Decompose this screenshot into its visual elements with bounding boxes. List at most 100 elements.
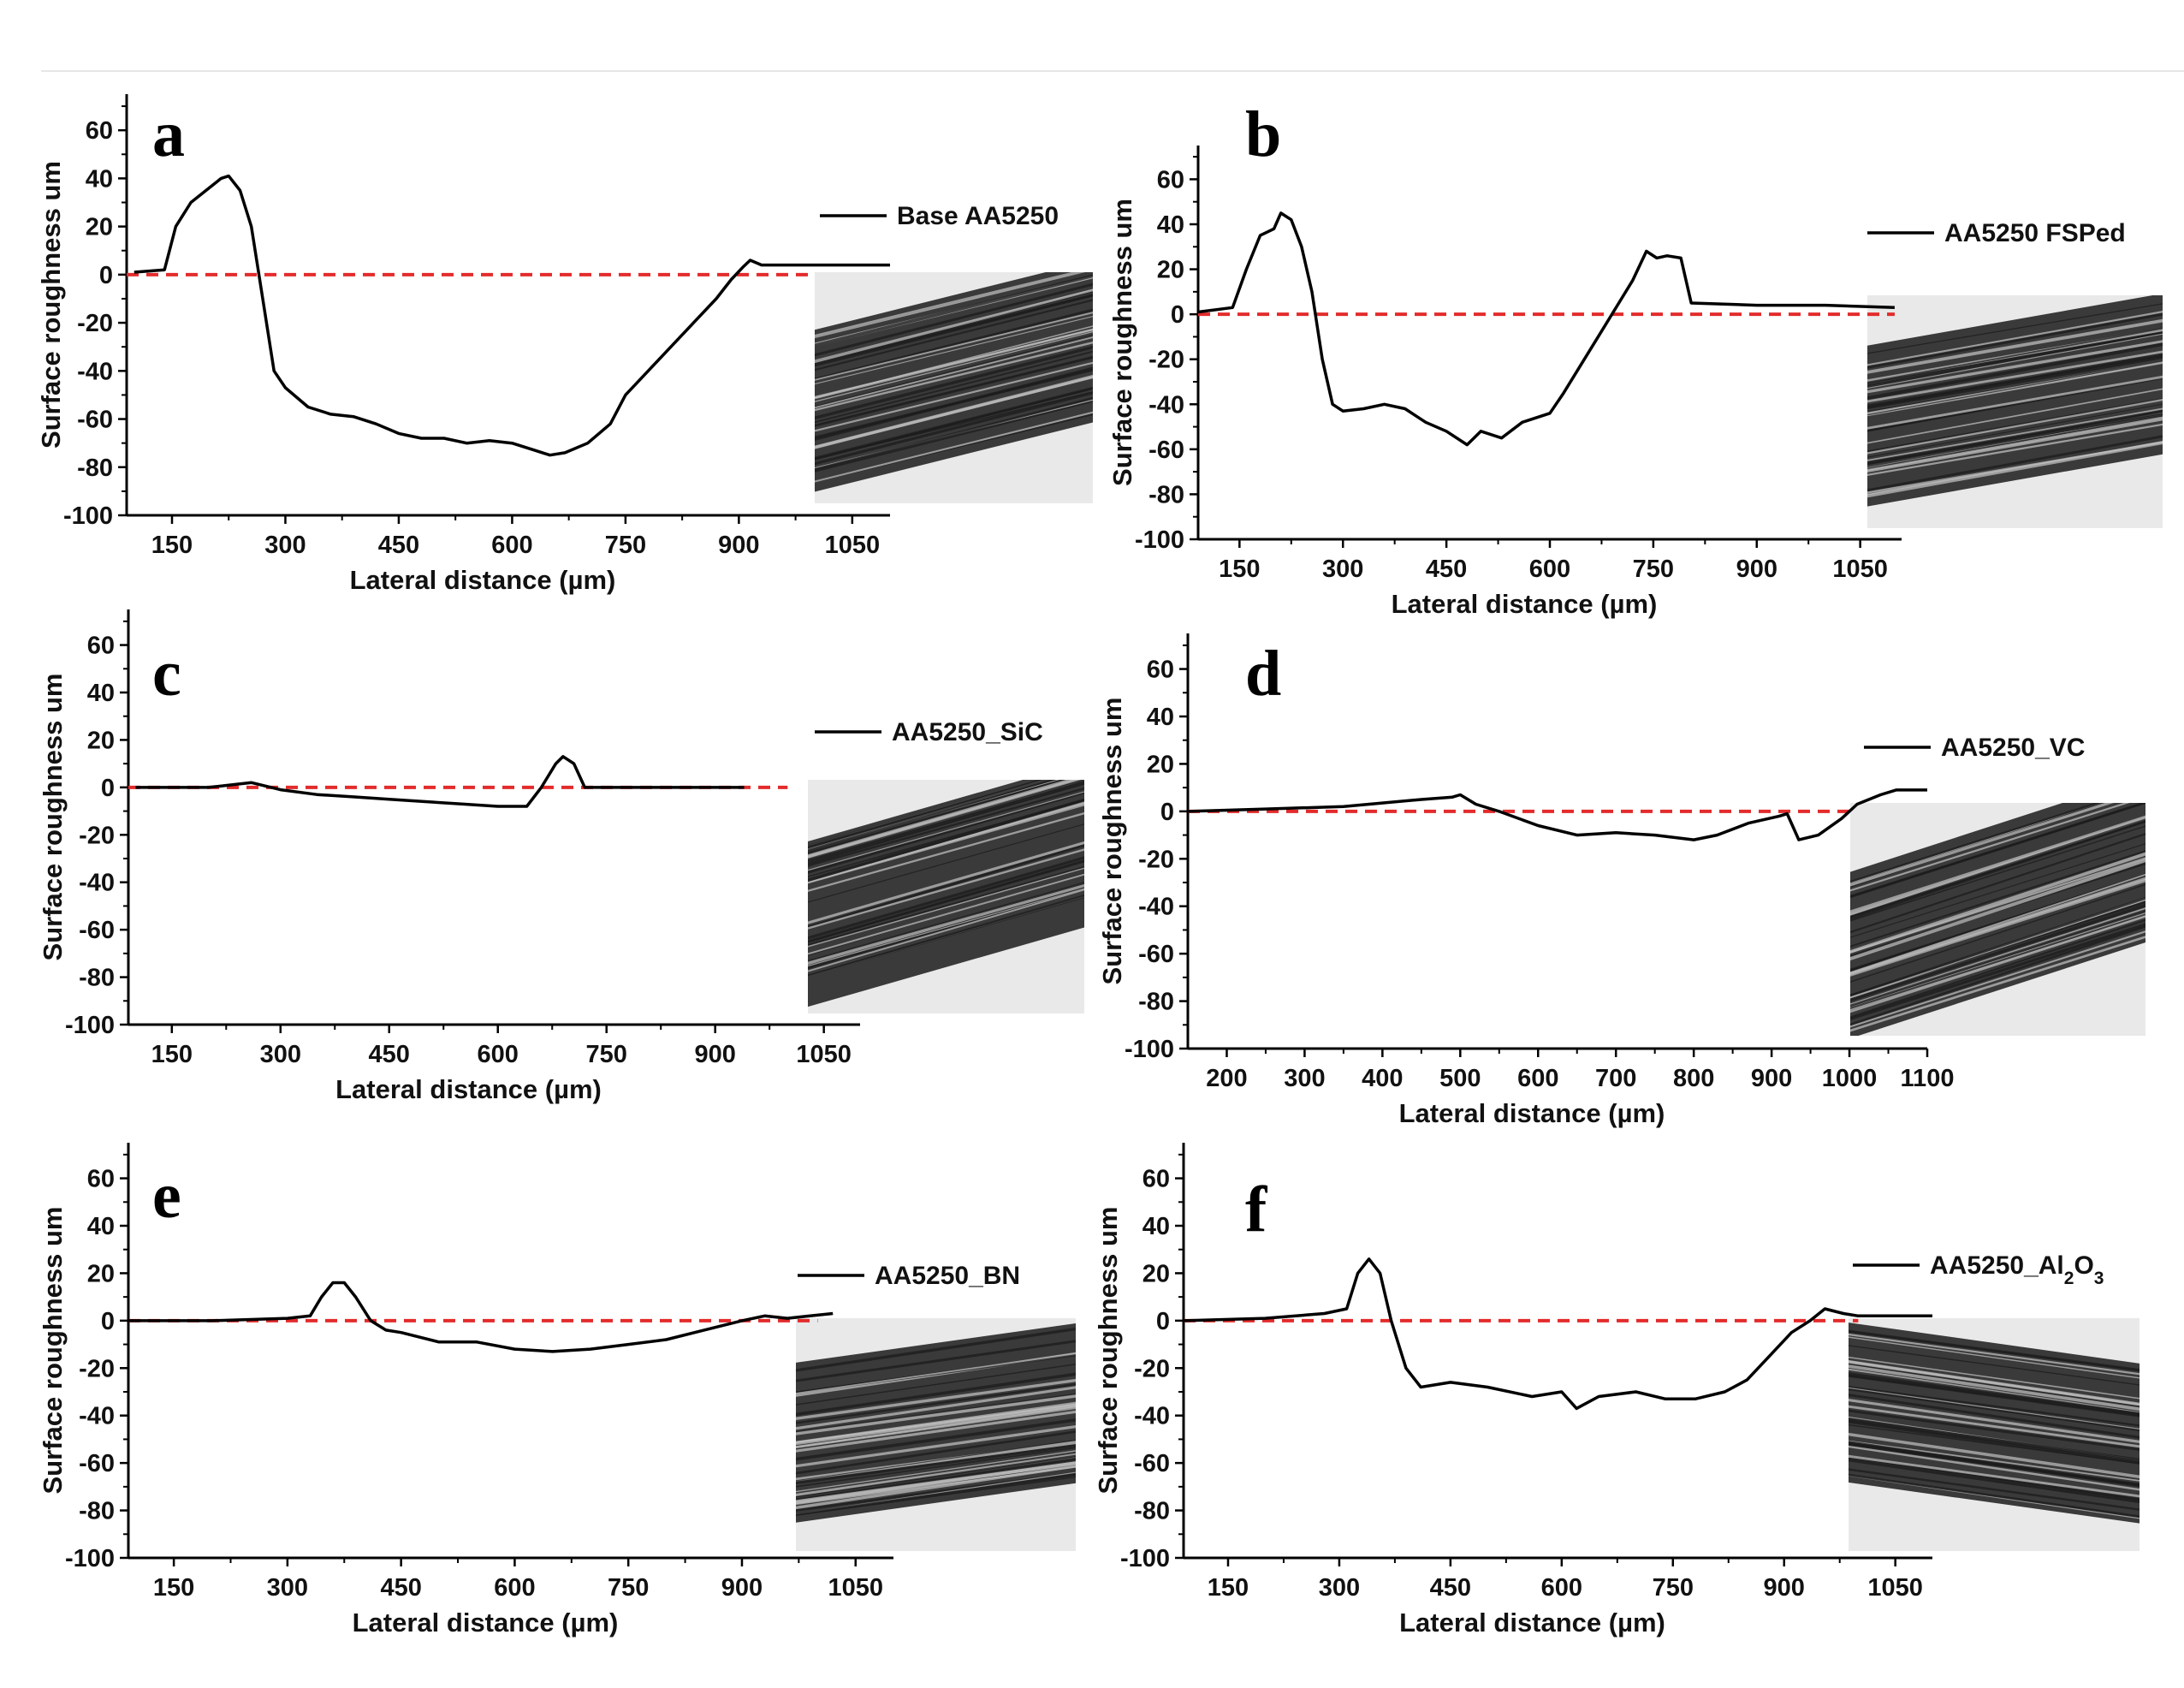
wear-streak <box>1850 803 2145 910</box>
wear-streak <box>1867 300 2163 381</box>
wear-streak <box>796 1376 1076 1441</box>
y-tick-label: 20 <box>86 214 113 241</box>
y-tick-label: 20 <box>87 1260 115 1287</box>
wear-streak <box>808 862 1084 978</box>
wear-streak <box>808 798 1084 912</box>
y-tick-label: 60 <box>87 1166 115 1193</box>
x-tick-label: 1100 <box>1901 1065 1955 1092</box>
wear-streak <box>815 335 1093 439</box>
wear-streak <box>1849 1384 2139 1449</box>
y-tick-label: -80 <box>79 965 115 992</box>
wear-streak <box>815 272 1093 356</box>
wear-streak <box>808 848 1084 962</box>
wear-streak <box>796 1396 1076 1455</box>
wear-streak <box>1850 841 2145 981</box>
wear-streak <box>815 341 1093 443</box>
x-tick-label: 900 <box>1751 1065 1792 1092</box>
wear-streak <box>1867 349 2163 428</box>
y-tick-label: 40 <box>1147 704 1174 731</box>
wear-streak <box>1849 1322 2139 1382</box>
y-tick-label: -20 <box>1148 347 1184 374</box>
wear-streak <box>1850 900 2145 1036</box>
wear-streak <box>1850 804 2145 943</box>
wear-streak <box>1867 309 2163 388</box>
wear-streak <box>815 282 1093 383</box>
wear-track-e <box>796 1318 1076 1531</box>
y-tick-label: 40 <box>87 1213 115 1240</box>
wear-track-f <box>1849 1318 2139 1531</box>
micrograph-b <box>1867 295 2163 528</box>
wear-streak <box>1867 323 2163 402</box>
wear-streak <box>808 809 1084 923</box>
x-tick-label: 1050 <box>825 532 881 559</box>
wear-streak <box>1849 1446 2139 1510</box>
x-axis-label: Lateral distance (µm) <box>1392 589 1658 619</box>
x-tick-label: 150 <box>151 532 193 559</box>
x-tick-label: 1000 <box>1822 1065 1878 1092</box>
wear-streak <box>808 868 1084 982</box>
x-tick-label: 300 <box>264 532 306 559</box>
y-tick-label: -40 <box>1148 391 1184 419</box>
wear-streak <box>1867 391 2163 469</box>
x-tick-label: 300 <box>267 1574 308 1602</box>
wear-streak <box>815 330 1093 436</box>
panel-letter: c <box>152 638 181 710</box>
wear-track-c <box>808 780 1084 1013</box>
wear-streak <box>1849 1377 2139 1436</box>
panel-d: -100 -80 -60 -40 -20 0 20 40 60 200 300 400 500 600 70… <box>1097 633 2145 1128</box>
y-tick-label: -40 <box>1134 1403 1170 1430</box>
wear-streak <box>815 276 1093 383</box>
x-tick-label: 1050 <box>1832 556 1888 583</box>
wear-track-d <box>1850 803 2145 1036</box>
y-tick-label: -60 <box>1134 1450 1170 1477</box>
profile-series-line <box>134 174 890 457</box>
legend-label: AA5250 FSPed <box>1944 219 2126 247</box>
y-axis-label: Surface roughness um <box>38 1207 68 1495</box>
x-axis-label: Lateral distance (µm) <box>1399 1098 1665 1128</box>
wear-streak <box>815 392 1093 495</box>
y-tick-label: -100 <box>1120 1545 1170 1572</box>
y-tick-label: 0 <box>101 775 115 802</box>
wear-streak <box>796 1319 1076 1384</box>
x-tick-label: 750 <box>586 1041 627 1068</box>
x-tick-label: 450 <box>380 1574 421 1602</box>
wear-streak <box>808 780 1084 894</box>
y-tick-label: -40 <box>1138 894 1174 921</box>
panel-f: -100 -80 -60 -40 -20 0 20 40 60 150 300 450 600 750 90… <box>1093 1143 2139 1637</box>
wear-streak <box>1850 833 2145 968</box>
y-tick-label: -100 <box>65 1545 115 1572</box>
wear-streak <box>1849 1348 2139 1410</box>
legend-label: AA5250_SiC <box>892 718 1043 746</box>
x-axis-label: Lateral distance (µm) <box>335 1074 602 1104</box>
wear-streak <box>1850 811 2145 945</box>
wear-streak <box>808 841 1084 960</box>
y-tick-label: 60 <box>1157 166 1184 193</box>
wear-streak <box>815 311 1093 417</box>
x-tick-label: 150 <box>151 1041 193 1068</box>
wear-streak <box>1867 331 2163 413</box>
y-tick-label: -100 <box>1135 526 1184 554</box>
panel-letter: e <box>152 1160 181 1232</box>
x-tick-label: 750 <box>1653 1574 1694 1602</box>
y-axis-label: Surface roughness um <box>1097 698 1127 985</box>
x-tick-label: 1050 <box>828 1574 883 1602</box>
wear-streak <box>815 272 1093 359</box>
wear-streak <box>796 1456 1076 1513</box>
wear-streak <box>1849 1435 2139 1501</box>
legend-label: AA5250_Al2O3 <box>1930 1251 2104 1288</box>
panel-letter: a <box>152 98 185 170</box>
x-tick-label: 450 <box>369 1041 410 1068</box>
y-tick-label: -40 <box>79 1403 115 1430</box>
wear-streak <box>796 1384 1076 1442</box>
panel-letter: f <box>1245 1174 1268 1245</box>
wear-streak <box>1867 411 2163 486</box>
y-axis-label: Surface roughness um <box>1093 1207 1123 1495</box>
y-axis-label: Surface roughness um <box>1107 199 1137 486</box>
wear-streak <box>1850 859 2145 995</box>
y-tick-label: 0 <box>99 262 113 289</box>
y-axis-label: Surface roughness um <box>36 161 66 449</box>
wear-streak <box>815 302 1093 402</box>
y-tick-label: -60 <box>79 1450 115 1477</box>
wear-streak <box>1850 863 2145 1001</box>
x-tick-label: 400 <box>1362 1065 1403 1092</box>
